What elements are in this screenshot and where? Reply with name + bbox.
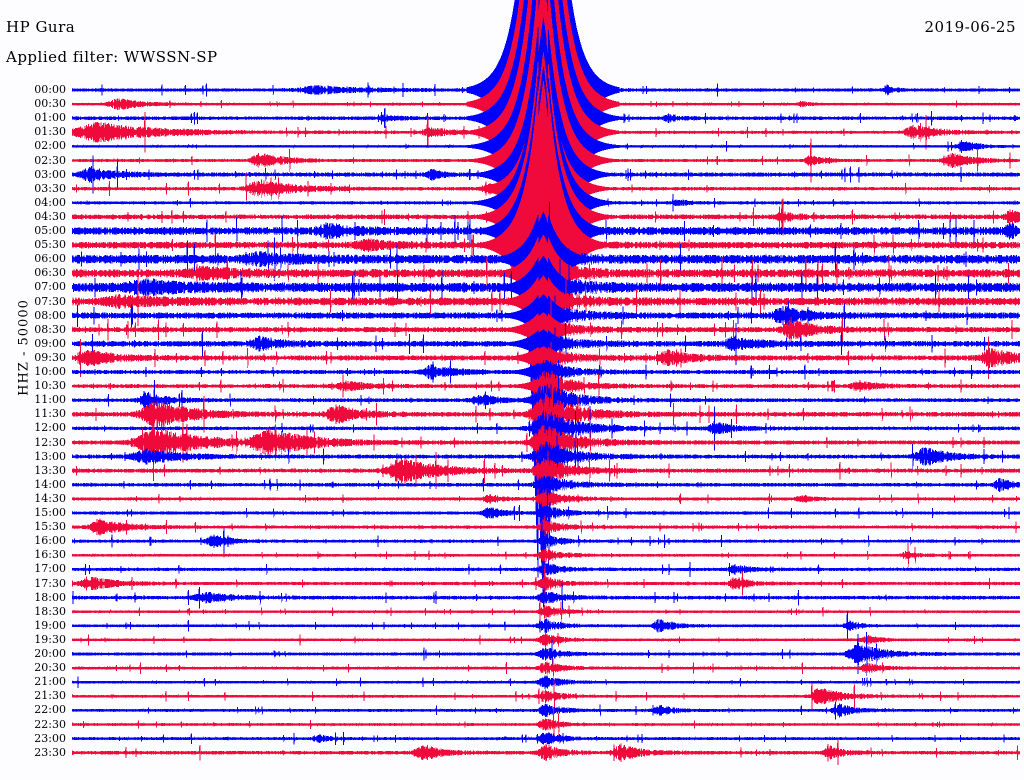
time-tick-label: 07:30 [34,294,66,308]
time-tick-label: 06:00 [34,252,66,266]
trace-row [72,582,1020,613]
time-tick-label: 23:30 [34,745,66,759]
time-tick-label: 05:30 [34,238,66,252]
trace-row [72,322,1020,365]
time-tick-label: 17:00 [34,562,66,576]
trace-row [72,294,1020,337]
time-tick-label: 14:00 [34,477,66,491]
applied-filter-label: Applied filter: WWSSN-SP [6,48,218,66]
time-tick-label: 19:00 [34,618,66,632]
time-tick-label: 22:00 [34,703,66,717]
time-tick-label: 23:00 [34,731,66,745]
seismogram-plot [72,0,1020,780]
time-tick-label: 21:00 [34,675,66,689]
trace-row [72,275,1020,328]
time-tick-label: 15:30 [34,520,66,534]
time-tick-label: 17:30 [34,576,66,590]
time-tick-label: 11:00 [34,393,66,407]
time-tick-label: 13:00 [34,449,66,463]
time-tick-label: 04:30 [34,209,66,223]
time-tick-label: 02:00 [34,139,66,153]
trace-row [72,561,1020,577]
time-tick-label: 03:00 [34,167,66,181]
time-tick-label: 02:30 [34,153,66,167]
time-axis: 00:00 00:30 01:00 01:30 02:00 02:30 03:00 03:30… [0,0,70,780]
trace-row [72,66,1020,396]
trace-row [72,18,1020,331]
time-tick-label: 08:00 [34,308,66,322]
trace-row [72,403,1020,482]
time-tick-label: 06:30 [34,266,66,280]
time-tick-label: 00:00 [34,83,66,96]
trace-row [72,450,1020,491]
time-tick-label: 01:30 [34,125,66,139]
trace-row [72,296,1020,364]
time-tick-label: 14:30 [34,491,66,505]
time-tick-label: 11:30 [34,407,66,421]
time-tick-label: 12:00 [34,421,66,435]
time-tick-label: 13:30 [34,463,66,477]
time-tick-label: 20:00 [34,647,66,660]
time-tick-label: 09:30 [34,350,66,364]
seismogram-svg [72,0,1020,766]
time-tick-label: 18:30 [34,604,66,618]
time-tick-label: 20:30 [34,661,66,675]
time-tick-label: 15:00 [34,506,66,519]
time-tick-label: 19:30 [34,632,66,646]
time-tick-label: 16:00 [34,534,66,548]
time-tick-label: 00:30 [34,97,66,111]
time-tick-label: 12:30 [34,435,66,449]
time-tick-label: 03:30 [34,181,66,195]
time-tick-label: 09:00 [34,336,66,350]
trace-row [72,80,1020,410]
trace-row [72,234,1020,312]
time-tick-label: 07:00 [34,280,66,294]
trace-row [72,370,1020,402]
time-tick-label: 04:00 [34,195,66,209]
time-tick-label: 18:00 [34,590,66,604]
time-tick-label: 10:00 [34,365,66,378]
record-date: 2019-06-25 [924,18,1016,36]
time-tick-label: 22:30 [34,717,66,731]
time-tick-label: 10:30 [34,379,66,393]
station-title: HP Gura [6,18,76,36]
time-tick-label: 01:00 [34,111,66,125]
trace-row [72,248,1020,327]
time-tick-label: 08:30 [34,322,66,336]
trace-row [72,201,1020,317]
trace-row [72,38,1020,368]
time-tick-label: 05:00 [34,224,66,237]
time-tick-label: 16:30 [34,548,66,562]
time-tick-label: 21:30 [34,689,66,703]
trace-row [72,336,1020,380]
